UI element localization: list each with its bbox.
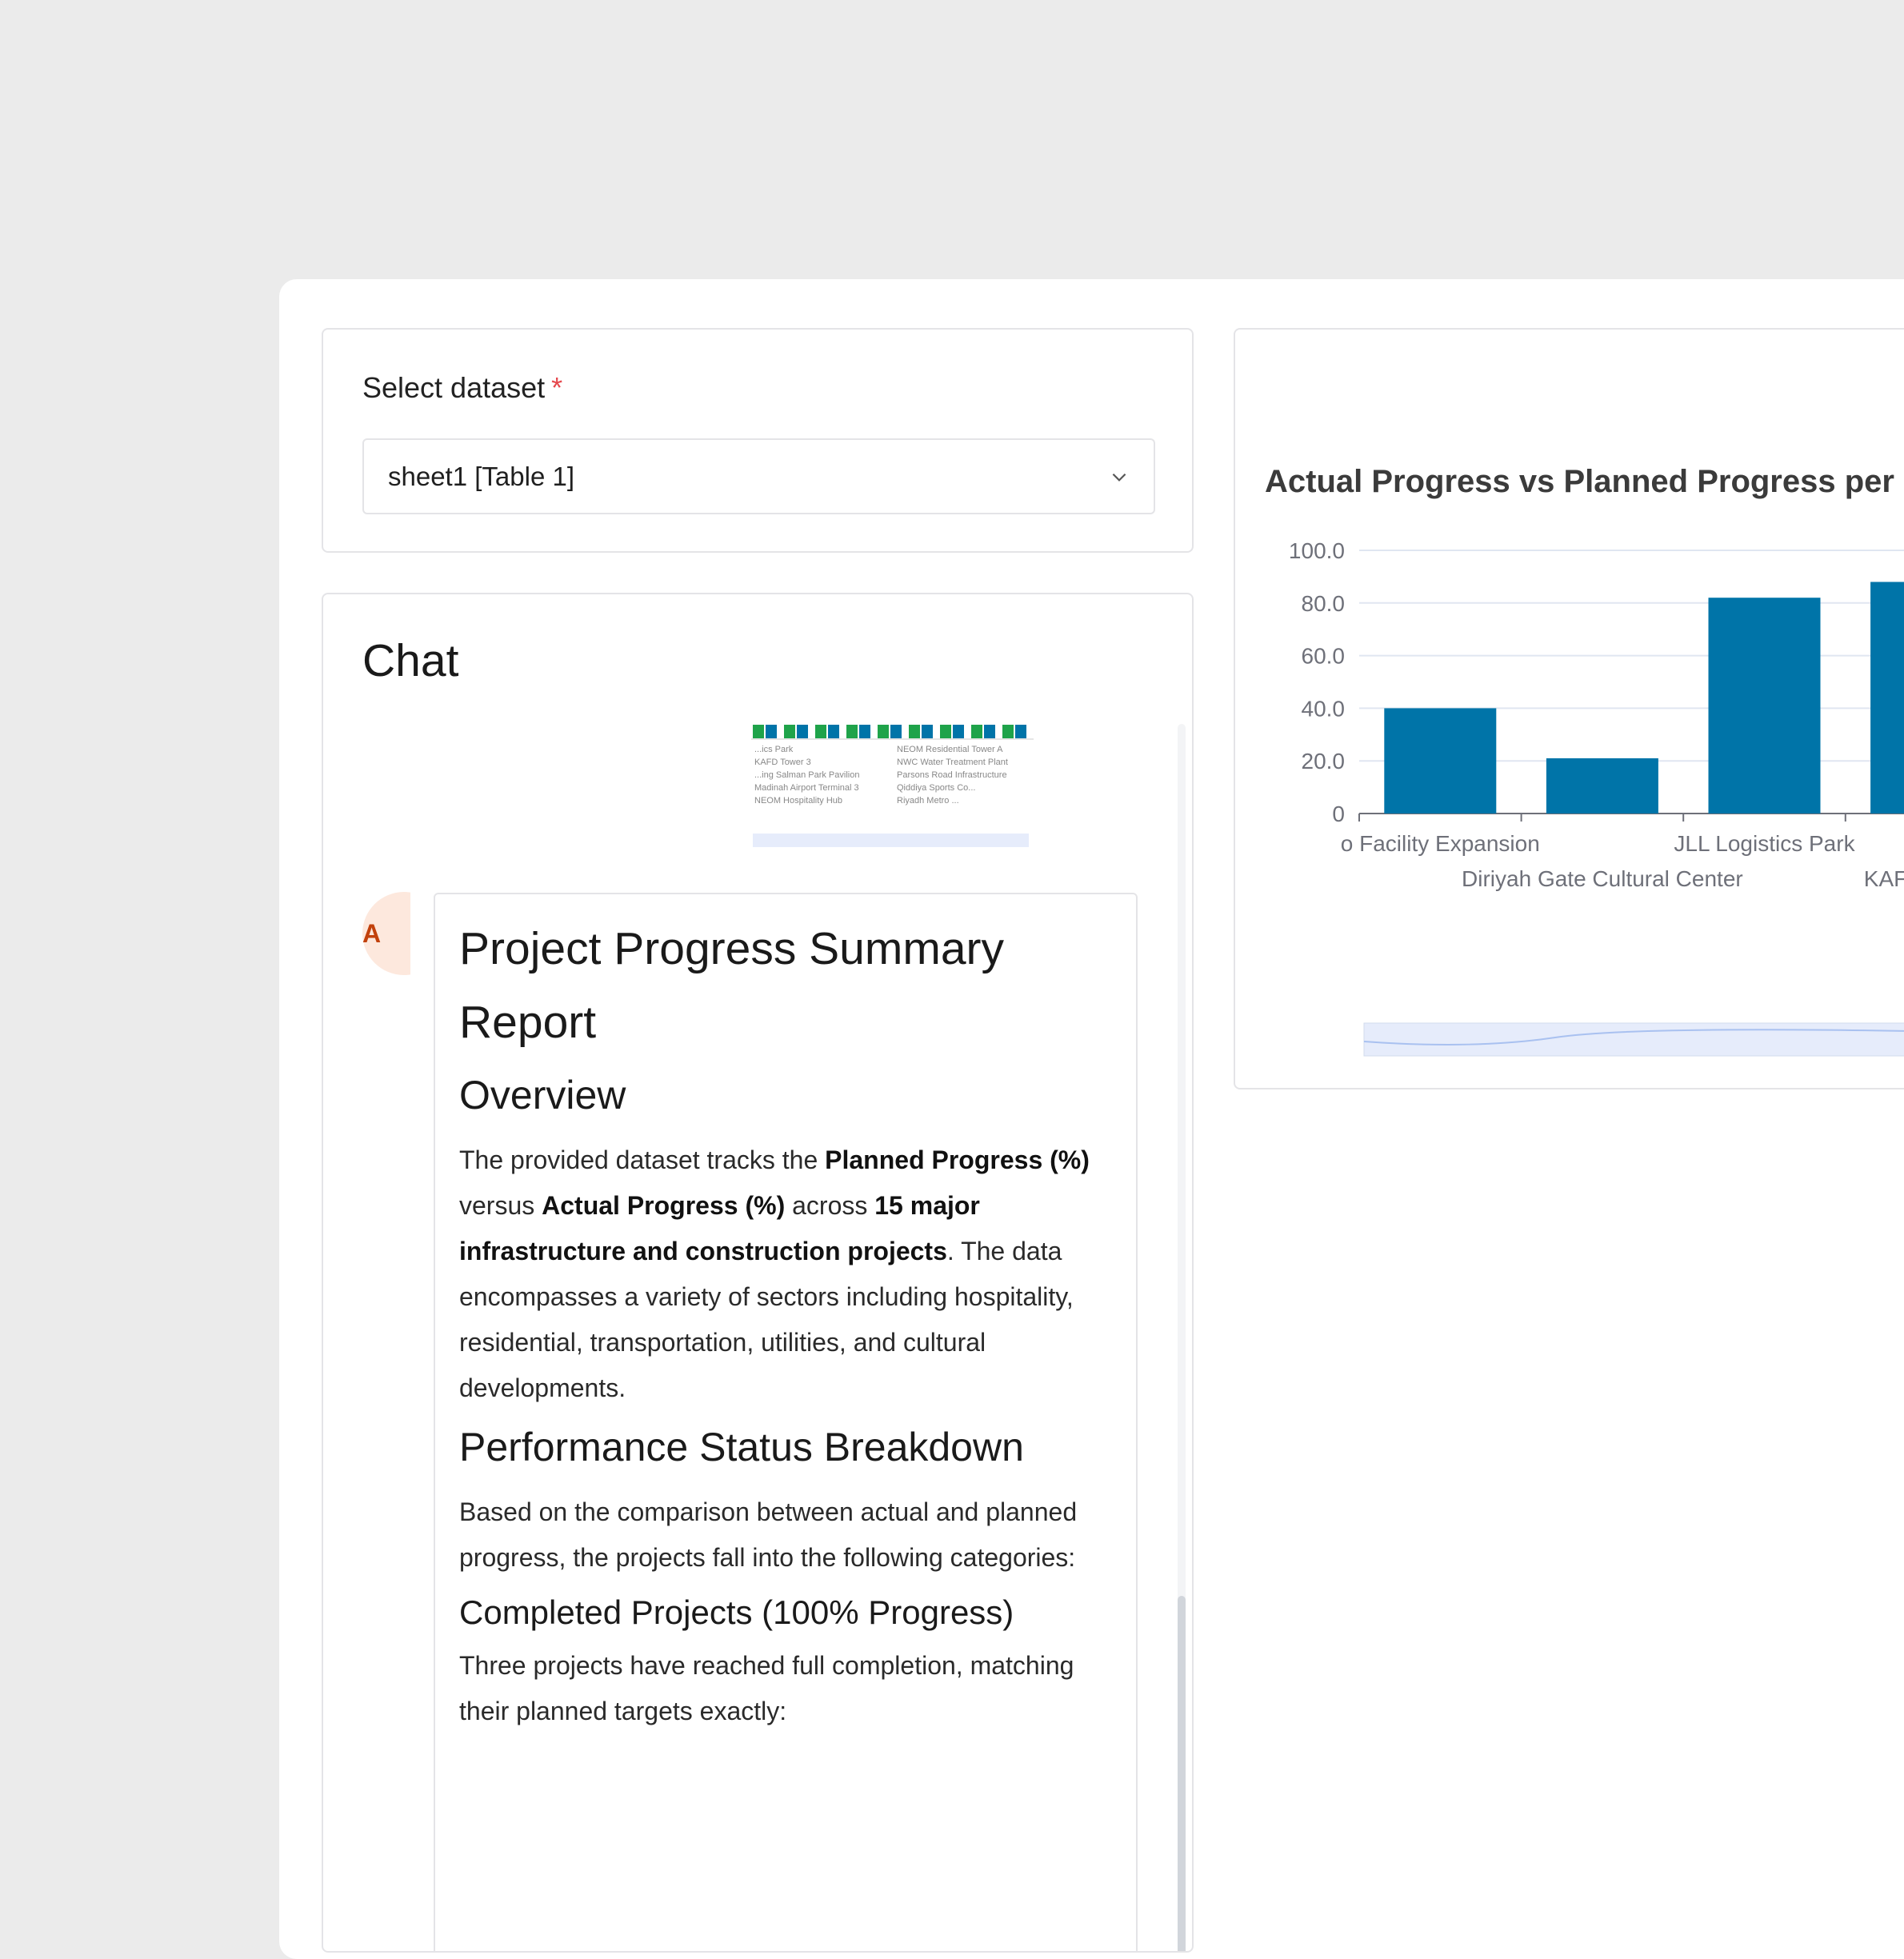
- thumb-zoom-slider: [753, 834, 1029, 847]
- x-tick-label: JLL Logistics Park: [1609, 831, 1904, 857]
- thumb-label: NWC Water Treatment Plant: [897, 758, 1008, 767]
- chart-panel: Actual Progress vs Planned Progress per …: [1234, 328, 1904, 1089]
- y-tick-label: 100.0: [1289, 538, 1345, 563]
- assistant-message: Project Progress Summary Report Overview…: [434, 893, 1138, 1953]
- y-tick-label: 80.0: [1302, 591, 1346, 616]
- thumb-bar-planned: [909, 725, 920, 738]
- chat-title: Chat: [362, 634, 458, 687]
- text: The provided dataset tracks the: [459, 1145, 825, 1174]
- chart-thumbnail[interactable]: ...ics Park KAFD Tower 3 ...ing Salman Par…: [751, 723, 1034, 851]
- x-tick-label: Diriyah Gate Cultural Center: [1446, 866, 1758, 892]
- thumb-bar-planned: [878, 725, 889, 738]
- x-tick-label: o Facility Expansion: [1284, 831, 1596, 857]
- thumb-bar-planned: [815, 725, 826, 738]
- thumb-bar-actual: [1015, 725, 1026, 738]
- y-tick-label: 60.0: [1302, 644, 1346, 669]
- text: versus: [459, 1191, 542, 1220]
- bar-chart: 0 20.0 40.0 60.0 80.0 100.0: [1235, 330, 1904, 1089]
- thumb-bar-actual: [859, 725, 870, 738]
- bar: [1384, 708, 1496, 814]
- thumb-bar-actual: [828, 725, 839, 738]
- bold-text: Actual Progress (%): [542, 1191, 785, 1220]
- thumb-label: Madinah Airport Terminal 3: [754, 783, 859, 793]
- thumb-bar-planned: [940, 725, 951, 738]
- thumb-bar-actual: [922, 725, 933, 738]
- y-tick-label: 0: [1332, 802, 1345, 826]
- bar: [1546, 758, 1658, 814]
- thumb-label: NEOM Hospitality Hub: [754, 796, 842, 806]
- thumb-bar-actual: [797, 725, 808, 738]
- chat-panel: Chat ...ics Park KAFD Tower 3 ...ing Salma…: [322, 593, 1194, 1953]
- y-tick-label: 40.0: [1302, 696, 1346, 721]
- required-mark: *: [551, 371, 562, 404]
- completed-paragraph: Three projects have reached full complet…: [459, 1643, 1112, 1734]
- avatar: A: [362, 892, 410, 975]
- bar: [1709, 598, 1821, 814]
- thumb-bar-planned: [846, 725, 858, 738]
- dataset-select[interactable]: sheet1 [Table 1]: [362, 438, 1155, 514]
- overview-heading: Overview: [459, 1067, 1112, 1123]
- thumb-bar-planned: [1002, 725, 1014, 738]
- report-title: Project Progress Summary Report: [459, 912, 1112, 1059]
- thumb-label: ...ics Park: [754, 745, 794, 754]
- bar: [1870, 582, 1904, 814]
- thumb-label: NEOM Residential Tower A: [897, 745, 1003, 754]
- y-tick-label: 20.0: [1302, 749, 1346, 774]
- chat-scrollbar[interactable]: [1178, 724, 1186, 1953]
- dataset-panel: Select dataset* sheet1 [Table 1]: [322, 328, 1194, 553]
- chevron-down-icon: [1109, 466, 1130, 487]
- avatar-initial: A: [362, 919, 381, 949]
- x-tick-label: KAFD Tower: [1770, 866, 1904, 892]
- thumb-bar-actual: [766, 725, 777, 738]
- text: across: [785, 1191, 874, 1220]
- thumb-bar-actual: [984, 725, 995, 738]
- thumb-label: Parsons Road Infrastructure: [897, 770, 1007, 780]
- overview-paragraph: The provided dataset tracks the Planned …: [459, 1137, 1112, 1411]
- thumb-label: Riyadh Metro ...: [897, 796, 959, 806]
- dataset-label: Select dataset*: [362, 371, 562, 405]
- status-paragraph: Based on the comparison between actual a…: [459, 1489, 1112, 1581]
- thumb-bar-planned: [784, 725, 795, 738]
- thumb-bar-actual: [953, 725, 964, 738]
- thumb-bar-actual: [890, 725, 902, 738]
- scrollbar-thumb[interactable]: [1178, 1596, 1186, 1953]
- thumb-bar-planned: [971, 725, 982, 738]
- thumb-label: KAFD Tower 3: [754, 758, 811, 767]
- completed-heading: Completed Projects (100% Progress): [459, 1589, 1112, 1637]
- thumb-label: ...ing Salman Park Pavilion: [754, 770, 859, 780]
- status-heading: Performance Status Breakdown: [459, 1419, 1112, 1475]
- thumb-bar-planned: [753, 725, 764, 738]
- thumb-label: Qiddiya Sports Co...: [897, 783, 975, 793]
- dataset-label-text: Select dataset: [362, 371, 545, 404]
- bold-text: Planned Progress (%): [825, 1145, 1090, 1174]
- data-zoom-slider: [1364, 1023, 1904, 1056]
- dataset-selected-value: sheet1 [Table 1]: [388, 462, 574, 492]
